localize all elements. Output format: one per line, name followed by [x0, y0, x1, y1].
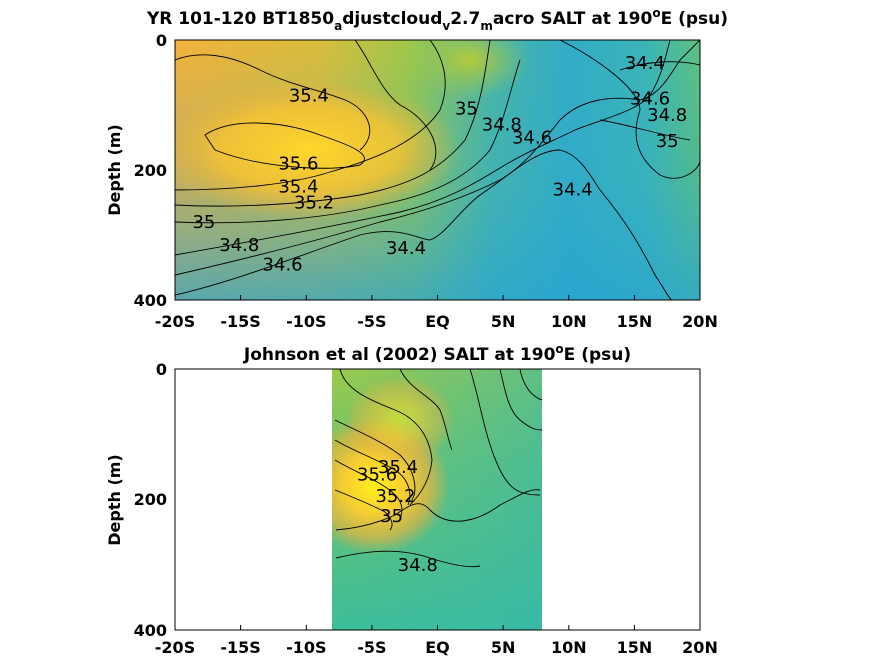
y-tick-label: 400: [134, 621, 167, 640]
x-tick-label: -10S: [286, 638, 326, 656]
x-tick-label: 5N: [491, 638, 516, 656]
contour-label: 34.6: [630, 89, 670, 110]
x-tick-label: -5S: [357, 312, 386, 331]
x-tick-label: -20S: [155, 312, 195, 331]
contour-label: 35.6: [357, 465, 397, 486]
contour-label: 34.4: [625, 53, 665, 74]
contour-labels: 34.435.4 34.635 34.834.834.6 3535.634.435.4…: [192, 53, 687, 275]
contour-label: 34.6: [263, 254, 303, 275]
x-tick-label: 15N: [617, 638, 653, 656]
contour-label: 35.4: [289, 85, 329, 106]
contour-label: 34.4: [553, 180, 593, 201]
contour-label: 35.2: [375, 486, 415, 507]
contour-label: 35.2: [294, 193, 334, 214]
x-tick-label: EQ: [425, 312, 450, 331]
x-tick-label: -20S: [155, 638, 195, 656]
model-salinity-panel: -20S -15S -10S -5S EQ 5N 10N 15N 20N 0 2…: [105, 6, 728, 331]
y-tick-label: 200: [134, 161, 167, 180]
x-tick-label: 10N: [551, 312, 587, 331]
model-salinity-field: [175, 40, 700, 300]
x-tick-labels: -20S -15S -10S -5S EQ 5N 10N 15N 20N: [155, 312, 718, 331]
y-tick-labels: 0 200 400: [134, 360, 167, 640]
contour-label: 35: [192, 212, 215, 233]
x-tick-label: 10N: [551, 638, 587, 656]
x-tick-label: -10S: [286, 312, 326, 331]
contour-label: 35.4: [278, 176, 318, 197]
x-tick-label: -15S: [220, 312, 260, 331]
x-tick-label: 5N: [491, 312, 516, 331]
y-tick-label: 400: [134, 291, 167, 310]
x-ticks-marks: [174, 295, 701, 300]
contour-label: 35.4: [378, 457, 418, 478]
x-tick-label: 20N: [682, 638, 718, 656]
chart-title: Johnson et al (2002) SALT at 190oE (psu): [243, 342, 631, 365]
contour-labels: 35.435.635.235 34.8: [357, 457, 438, 576]
contour-label: 34.8: [219, 235, 259, 256]
chart-title: YR 101-120 BT1850adjustcloudv2.7macro SA…: [146, 6, 728, 33]
y-tick-labels: 0 200 400: [134, 31, 167, 310]
y-axis-label: Depth (m): [105, 454, 124, 546]
contour-label: 34.8: [647, 105, 687, 126]
contour-label: 34.6: [512, 128, 552, 149]
y-tick-label: 0: [156, 31, 167, 50]
y-tick-label: 0: [156, 360, 167, 379]
contour-label: 34.8: [398, 555, 438, 576]
contour-label: 34.8: [482, 115, 522, 136]
x-ticks-marks: [174, 625, 701, 630]
x-tick-label: 20N: [682, 312, 718, 331]
observed-salinity-panel: -20S -15S -10S -5S EQ 5N 10N 15N 20N 0 2…: [105, 342, 718, 656]
x-tick-label: EQ: [425, 638, 450, 656]
contour-label: 35: [455, 98, 478, 119]
x-tick-labels: -20S -15S -10S -5S EQ 5N 10N 15N 20N: [155, 638, 718, 656]
x-tick-label: 15N: [617, 312, 653, 331]
contour-label: 35: [656, 131, 679, 152]
observed-salinity-field: [332, 369, 542, 630]
contour-label: 35.6: [278, 154, 318, 175]
x-tick-label: -5S: [357, 638, 386, 656]
y-tick-label: 200: [134, 490, 167, 509]
contour-label: 34.4: [386, 238, 426, 259]
x-tick-label: -15S: [220, 638, 260, 656]
y-axis-label: Depth (m): [105, 124, 124, 216]
contour-label: 35: [380, 506, 403, 527]
